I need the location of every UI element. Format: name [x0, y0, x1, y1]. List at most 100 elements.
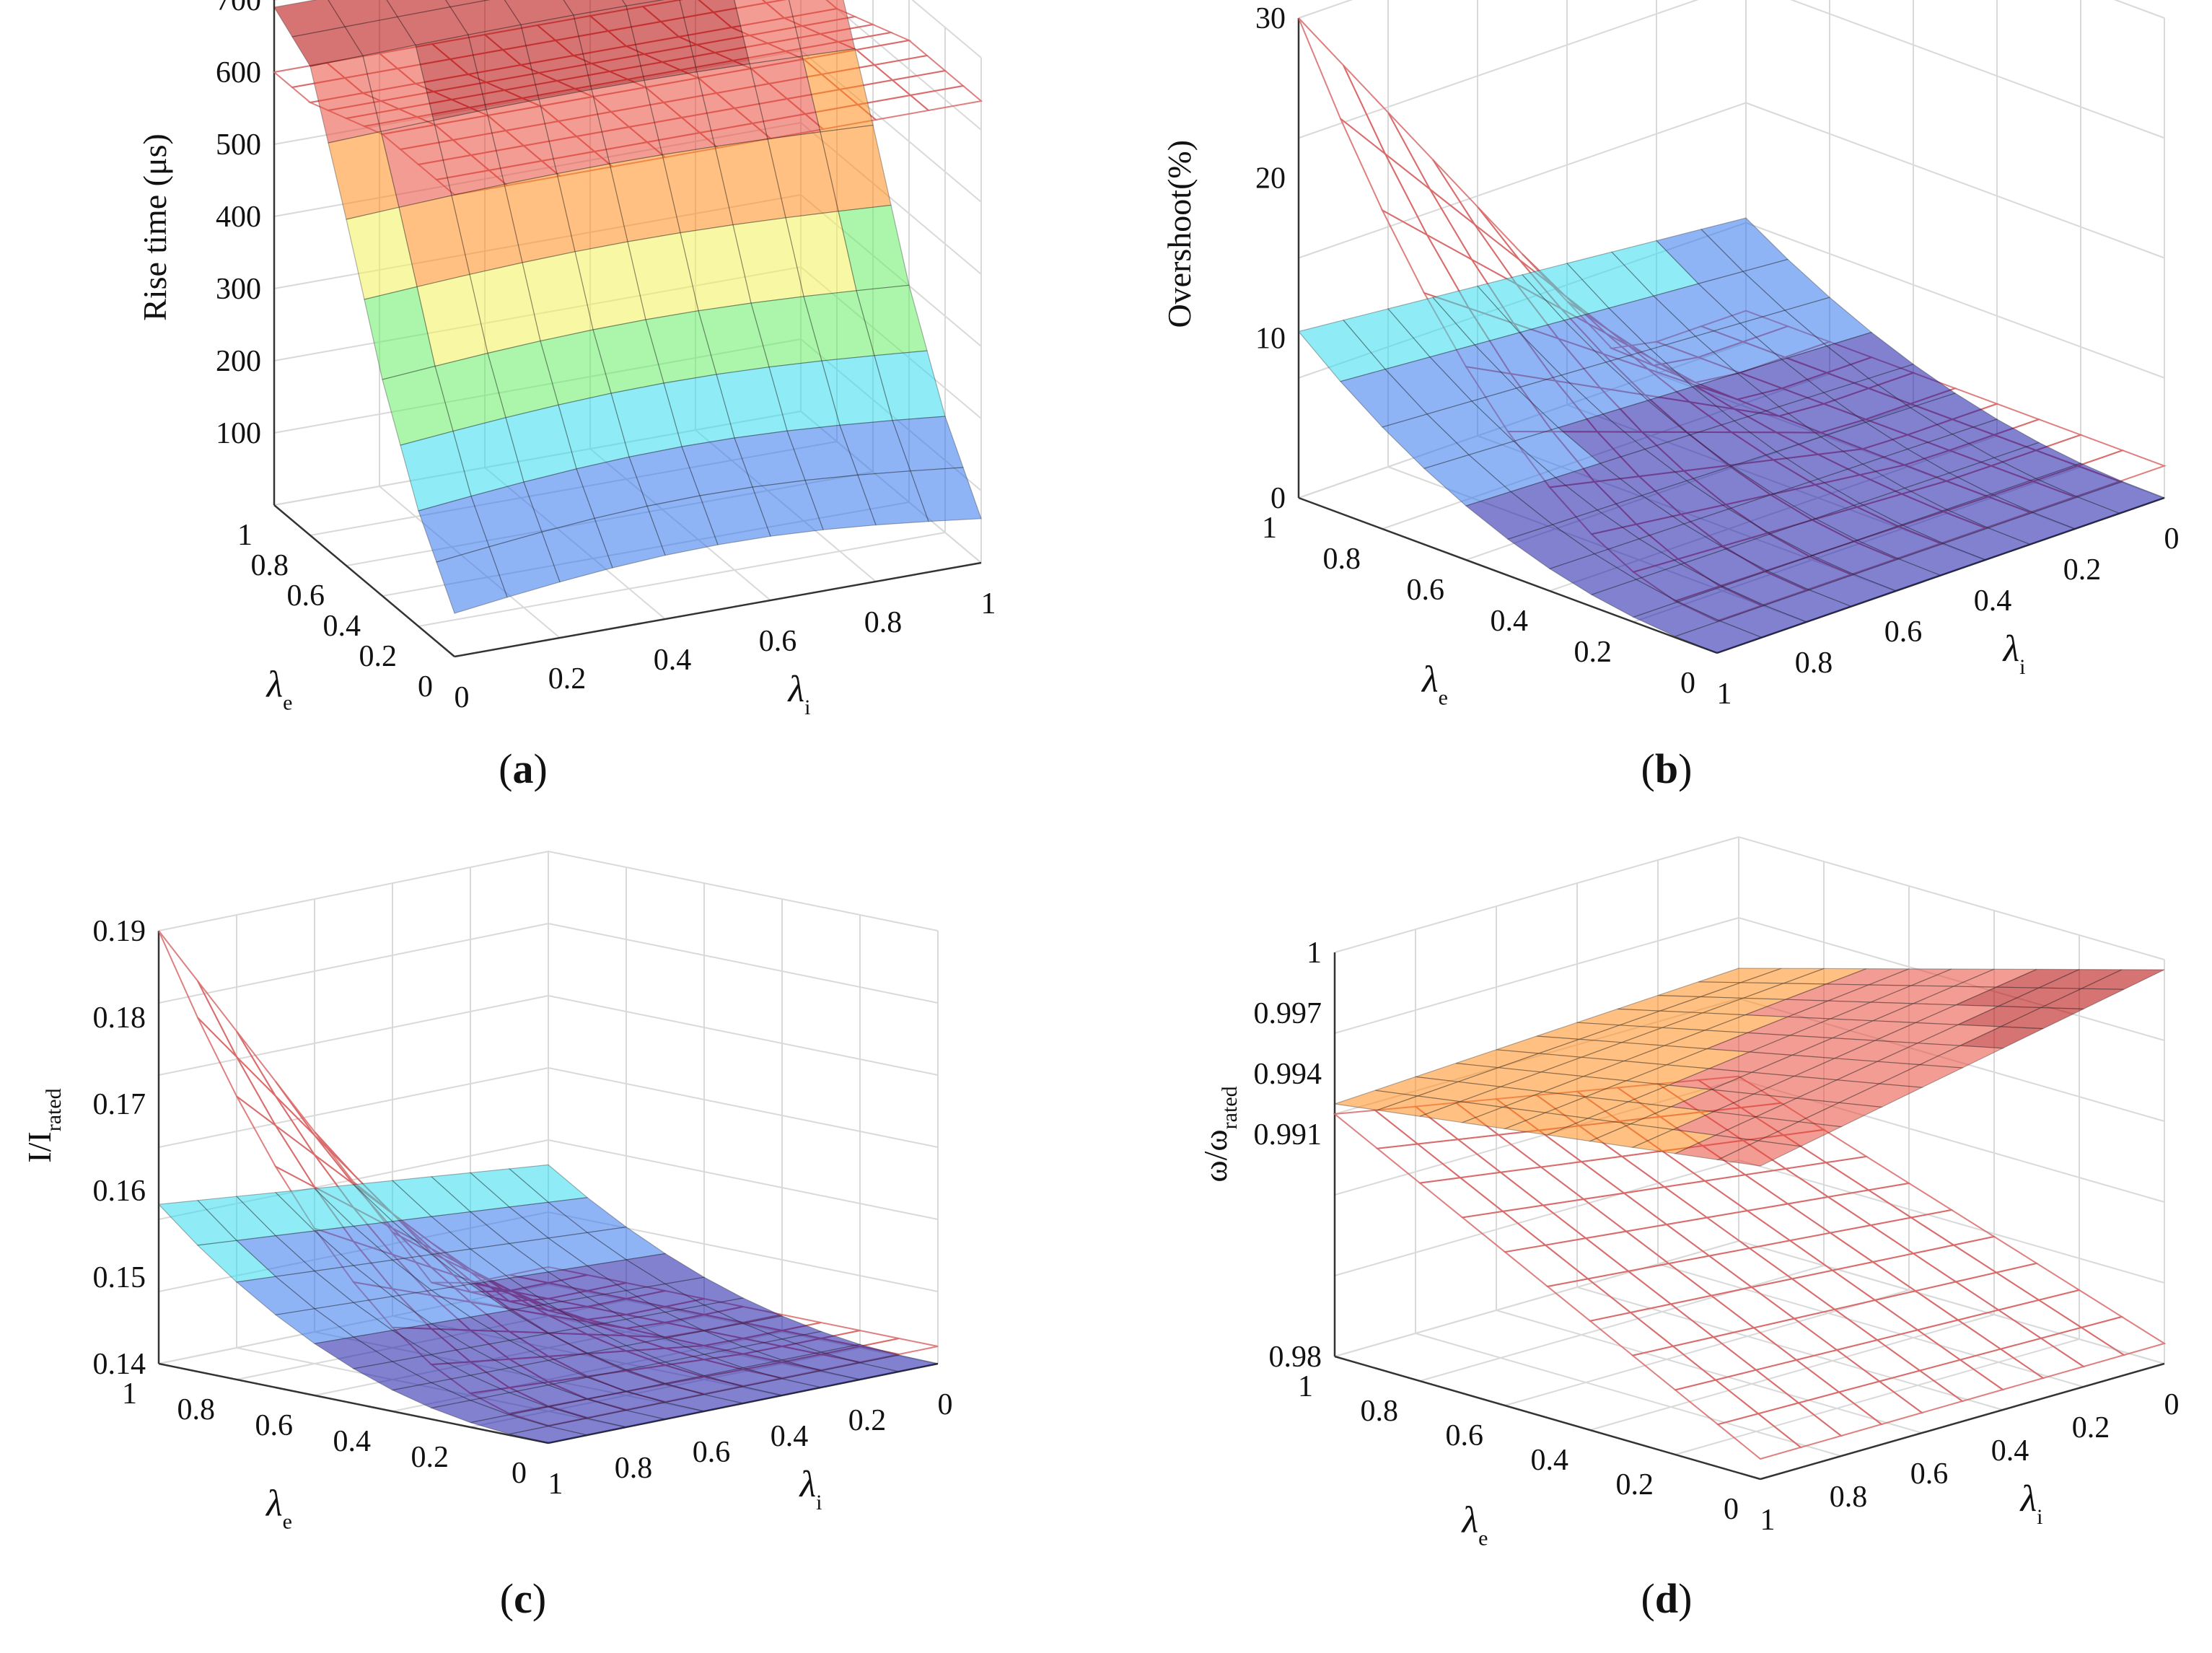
wall-grid-line: [548, 923, 939, 1004]
surface-cell: [742, 1359, 822, 1380]
z-tick-label: 300: [216, 273, 261, 306]
z-tick-label: 600: [216, 56, 261, 89]
surface-cell: [820, 124, 892, 212]
wire-cell: [1877, 1369, 1965, 1414]
y-tick-label: 0: [1724, 1493, 1739, 1526]
surface-cell: [548, 1418, 627, 1436]
surface-cell: [1955, 986, 2040, 1007]
y-axis-label: λe: [1461, 1500, 1488, 1551]
wall-grid-line: [1334, 1159, 1739, 1276]
surface-cell: [1625, 1064, 1710, 1086]
surface-cell: [1666, 1048, 1750, 1069]
caption-c: (c): [500, 1575, 546, 1622]
surface-cell: [470, 1414, 549, 1435]
wire-cell: [1579, 1155, 1667, 1194]
surface-cell: [1706, 1032, 1791, 1053]
wall-grid-line: [1745, 222, 2165, 379]
surface-cell: [1588, 1123, 1675, 1148]
x-tick-label: 0: [2164, 1388, 2180, 1421]
surface-cell: [1457, 1067, 1542, 1087]
wall-grid-line: [1298, 102, 1747, 259]
wire-cell: [1581, 1192, 1669, 1232]
wall-grid-line: [1298, 0, 1353, 19]
surface-cell: [1674, 620, 1763, 654]
surface-cell: [1827, 984, 1912, 1003]
z-tick-label: 0.15: [93, 1261, 146, 1294]
floor-grid-line: [1419, 1265, 1825, 1382]
x-tick-label: 0.6: [759, 625, 797, 658]
y-tick-label: 1: [122, 1377, 137, 1411]
surface-cell: [1540, 1056, 1625, 1077]
z-axis-label: I/Irated: [21, 1088, 66, 1162]
wire-cell: [1458, 1171, 1545, 1212]
wall-grid-line: [1790, 0, 2165, 139]
wall-grid-line: [1334, 836, 1739, 953]
wall-grid-line: [548, 1139, 939, 1220]
surface-cell: [1536, 1022, 1620, 1040]
y-tick-label: 0.8: [1361, 1395, 1399, 1428]
surface-cell: [547, 1265, 628, 1298]
surface-cell: [1465, 491, 1554, 540]
wire-cell: [1375, 1143, 1462, 1184]
surface-cell: [802, 48, 874, 133]
x-tick-label: 0.2: [548, 662, 587, 696]
caption-b: (b): [1641, 745, 1693, 792]
surface-cell: [892, 416, 964, 472]
surface-shaded: [1334, 968, 2165, 1167]
surface-cell: [509, 1406, 588, 1427]
z-tick-label: 400: [216, 201, 261, 234]
x-tick-label: 0.4: [1974, 584, 2012, 618]
y-axis-label: λe: [265, 665, 293, 715]
wire-cell: [1662, 1180, 1750, 1219]
surface-cell: [1872, 1003, 1957, 1024]
z-tick-label: 0.16: [93, 1175, 146, 1208]
z-tick-label: 0.98: [1269, 1341, 1322, 1374]
x-tick-label: 0.6: [693, 1436, 731, 1469]
surface-cell: [1426, 400, 1515, 456]
wall-grid-line: [1334, 917, 1739, 1034]
wire-cell: [1333, 1109, 1420, 1149]
surface-cell: [196, 1240, 277, 1283]
x-axis-label: λi: [787, 669, 811, 719]
panel-a: 00.20.40.60.8100.20.40.60.81100200300400…: [136, 0, 996, 792]
floor-grid-line: [418, 532, 946, 627]
wall-grid-line: [158, 923, 549, 1004]
surface-cell: [1632, 601, 1721, 637]
z-tick-label: 10: [1255, 322, 1286, 355]
surface-cell: [1716, 1140, 1803, 1167]
surface-cell: [1917, 1024, 2001, 1046]
surface-cell: [1752, 1075, 1839, 1099]
y-tick-label: 0.6: [1407, 574, 1445, 607]
y-tick-label: 0.4: [1531, 1444, 1569, 1477]
wire-cell: [1429, 188, 1517, 285]
floor-grid-line: [1589, 1314, 1995, 1431]
x-tick-label: 1: [981, 587, 996, 621]
surface-cell: [1631, 1128, 1718, 1154]
surface-cell: [1628, 1106, 1716, 1131]
surface-cell: [1548, 553, 1638, 595]
wall-grid-line: [1745, 102, 2165, 259]
surface-cell: [788, 0, 856, 57]
z-tick-label: 0.997: [1254, 997, 1322, 1030]
x-tick-label: 0: [455, 681, 470, 714]
surface-cell: [291, 26, 364, 67]
floor-grid-line: [1675, 1338, 2080, 1455]
surface-cell: [1506, 524, 1596, 569]
z-tick-label: 0.991: [1254, 1118, 1322, 1152]
surface-cell: [804, 474, 877, 530]
wire-cell: [1713, 1369, 1801, 1415]
x-tick-label: 0: [938, 1388, 953, 1421]
caption-d: (d): [1641, 1575, 1693, 1622]
surface-cell: [750, 296, 822, 368]
wire-cell: [1835, 1339, 1922, 1382]
surface-cell: [1744, 999, 1829, 1017]
wall-grid-line: [2113, 0, 2165, 19]
y-tick-label: 0.4: [1491, 605, 1529, 638]
surface-cell: [1747, 1016, 1831, 1036]
surface-cell: [587, 1390, 666, 1411]
wall-grid-line: [548, 1067, 939, 1148]
z-tick-label: 700: [216, 0, 261, 17]
z-tick-label: 200: [216, 345, 261, 378]
surface-cell: [1671, 1111, 1758, 1136]
surface-cell: [626, 1402, 705, 1420]
